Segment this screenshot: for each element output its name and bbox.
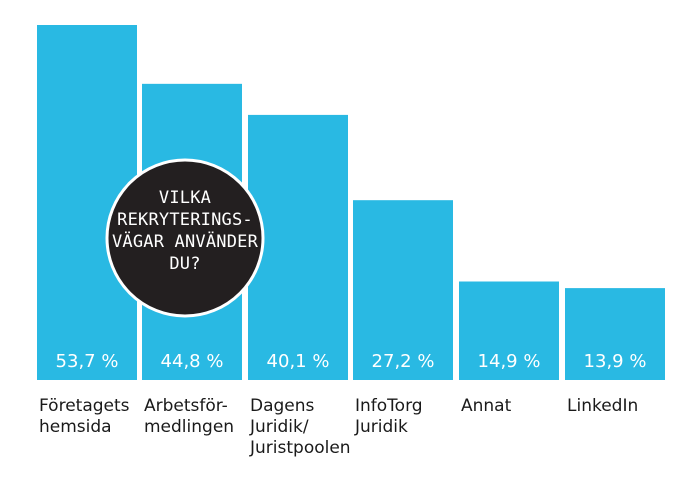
category-label-5: LinkedIn <box>567 396 638 416</box>
bar-2 <box>248 114 348 380</box>
category-label-4: Annat <box>461 396 512 416</box>
bar-4 <box>459 281 559 380</box>
question-bubble-text: VILKA REKRYTERINGS-VÄGAR ANVÄNDER DU? <box>112 188 259 274</box>
category-label-line: Juridik/ <box>249 417 309 437</box>
category-label-line: medlingen <box>144 417 234 437</box>
question-bubble-line: VILKA <box>159 188 211 208</box>
bar-3 <box>353 200 453 380</box>
category-label-line: InfoTorg <box>355 396 423 416</box>
bar-5 <box>565 288 665 380</box>
category-label-line: Juridik <box>354 417 408 437</box>
bar-value-label-0: 53,7 % <box>56 351 119 372</box>
category-label-line: Arbetsför- <box>144 396 228 416</box>
category-label-line: LinkedIn <box>567 396 638 416</box>
category-label-line: Annat <box>461 396 512 416</box>
category-label-line: Dagens <box>250 396 315 416</box>
bar-value-label-1: 44,8 % <box>161 351 224 372</box>
bar-value-label-4: 14,9 % <box>478 351 541 372</box>
question-bubble-circle <box>105 158 265 318</box>
category-label-line: Företagets <box>39 396 130 416</box>
question-bubble-line: VÄGAR ANVÄNDER <box>112 231 259 252</box>
question-bubble-line: REKRYTERINGS- <box>117 210 253 230</box>
bar-value-label-2: 40,1 % <box>267 351 330 372</box>
category-label-line: hemsida <box>39 417 112 437</box>
value-labels-layer: 53,7 % 44,8 % 40,1 % 27,2 % 14,9 % 13,9 % <box>56 351 647 372</box>
category-labels-layer: Företagets hemsida Arbetsför-medlingen Dage… <box>39 396 638 458</box>
question-bubble: VILKA REKRYTERINGS-VÄGAR ANVÄNDER DU? <box>105 158 265 318</box>
bar-value-label-5: 13,9 % <box>584 351 647 372</box>
category-label-line: Juristpoolen <box>249 438 351 458</box>
bar-value-label-3: 27,2 % <box>372 351 435 372</box>
category-label-1: Arbetsför-medlingen <box>144 396 234 437</box>
question-bubble-line: DU? <box>169 254 200 274</box>
category-label-2: Dagens Juridik/Juristpoolen <box>249 396 351 458</box>
category-label-3: InfoTorg Juridik <box>354 396 423 437</box>
category-label-0: Företagets hemsida <box>39 396 130 437</box>
